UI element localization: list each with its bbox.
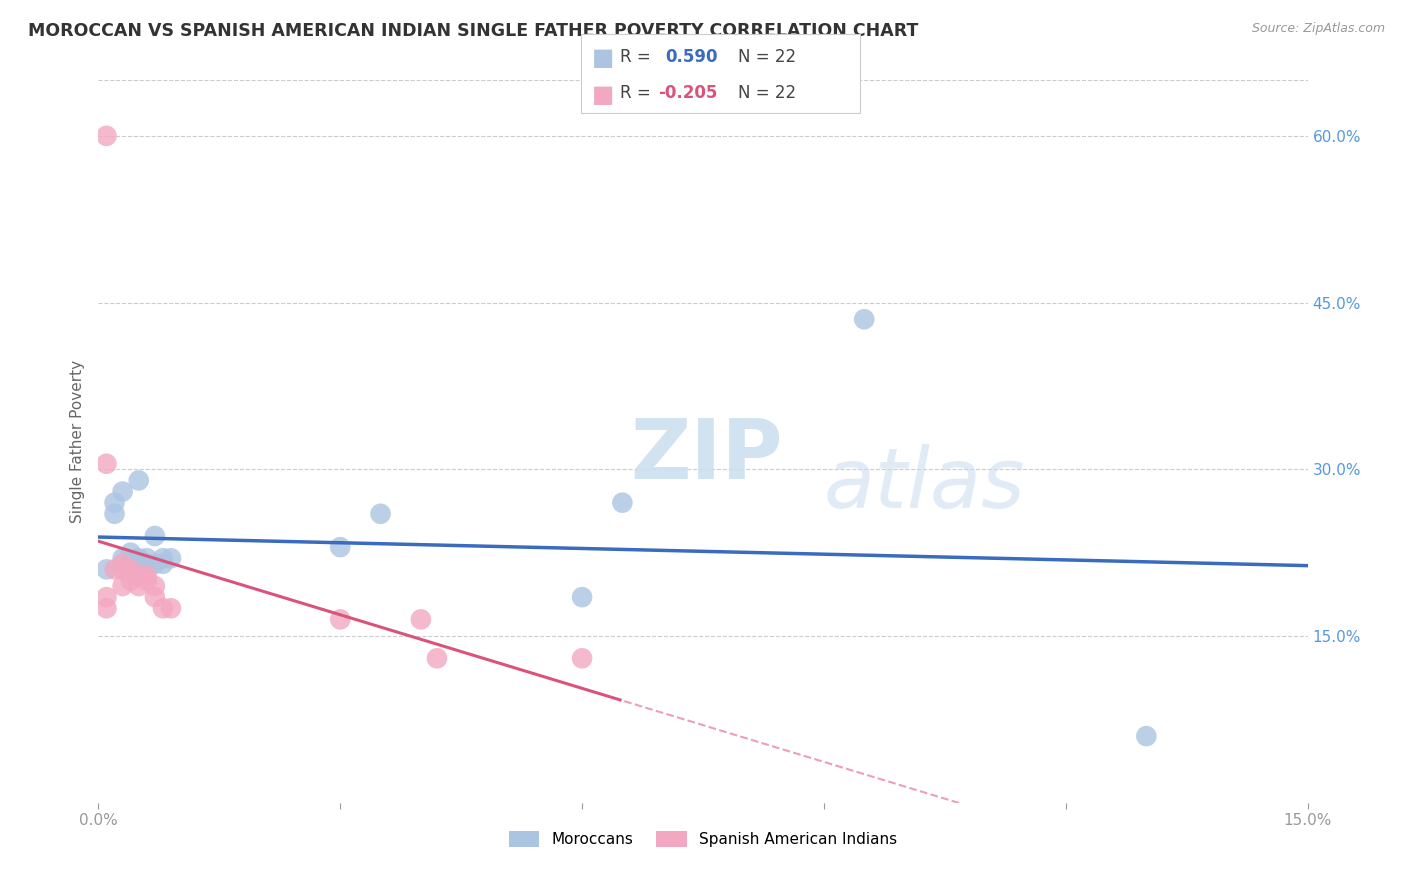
Point bbox=[135, 551, 157, 566]
Text: N = 22: N = 22 bbox=[738, 85, 796, 103]
Text: ■: ■ bbox=[592, 46, 614, 70]
Text: atlas: atlas bbox=[824, 444, 1025, 525]
Text: -0.205: -0.205 bbox=[658, 85, 717, 103]
Point bbox=[329, 540, 352, 554]
Point bbox=[571, 590, 593, 604]
Point bbox=[111, 579, 134, 593]
Point bbox=[143, 590, 166, 604]
Text: 0.590: 0.590 bbox=[665, 48, 717, 66]
Point bbox=[96, 601, 118, 615]
Point bbox=[120, 574, 142, 588]
Point bbox=[103, 507, 125, 521]
Point bbox=[152, 551, 174, 566]
Point bbox=[103, 562, 125, 576]
Point bbox=[111, 562, 134, 576]
Point bbox=[120, 562, 142, 576]
Point bbox=[409, 612, 432, 626]
Point bbox=[152, 557, 174, 571]
Point bbox=[96, 457, 118, 471]
Point bbox=[111, 557, 134, 571]
Point bbox=[571, 651, 593, 665]
Point bbox=[329, 612, 352, 626]
Point bbox=[152, 601, 174, 615]
Point bbox=[143, 529, 166, 543]
Point bbox=[135, 557, 157, 571]
Text: ■: ■ bbox=[592, 83, 614, 107]
Point bbox=[370, 507, 392, 521]
Point bbox=[143, 557, 166, 571]
Point bbox=[128, 568, 150, 582]
Text: R =: R = bbox=[620, 48, 661, 66]
Point bbox=[96, 590, 118, 604]
Legend: Moroccans, Spanish American Indians: Moroccans, Spanish American Indians bbox=[503, 825, 903, 853]
Point bbox=[128, 551, 150, 566]
Point bbox=[120, 546, 142, 560]
Text: ZIP: ZIP bbox=[630, 416, 783, 497]
Point bbox=[135, 574, 157, 588]
Point bbox=[1135, 729, 1157, 743]
Y-axis label: Single Father Poverty: Single Father Poverty bbox=[70, 360, 86, 523]
Point bbox=[111, 551, 134, 566]
Text: MOROCCAN VS SPANISH AMERICAN INDIAN SINGLE FATHER POVERTY CORRELATION CHART: MOROCCAN VS SPANISH AMERICAN INDIAN SING… bbox=[28, 22, 918, 40]
Point bbox=[120, 557, 142, 571]
Point bbox=[96, 562, 118, 576]
Point bbox=[426, 651, 449, 665]
Text: R =: R = bbox=[620, 85, 657, 103]
Point bbox=[853, 312, 876, 326]
Point bbox=[612, 496, 634, 510]
Point bbox=[103, 496, 125, 510]
Point bbox=[160, 601, 183, 615]
Point bbox=[143, 579, 166, 593]
Point bbox=[96, 128, 118, 143]
Point bbox=[135, 568, 157, 582]
Point bbox=[128, 474, 150, 488]
Text: Source: ZipAtlas.com: Source: ZipAtlas.com bbox=[1251, 22, 1385, 36]
Point bbox=[160, 551, 183, 566]
Text: N = 22: N = 22 bbox=[738, 48, 796, 66]
Point bbox=[111, 484, 134, 499]
Point bbox=[128, 579, 150, 593]
